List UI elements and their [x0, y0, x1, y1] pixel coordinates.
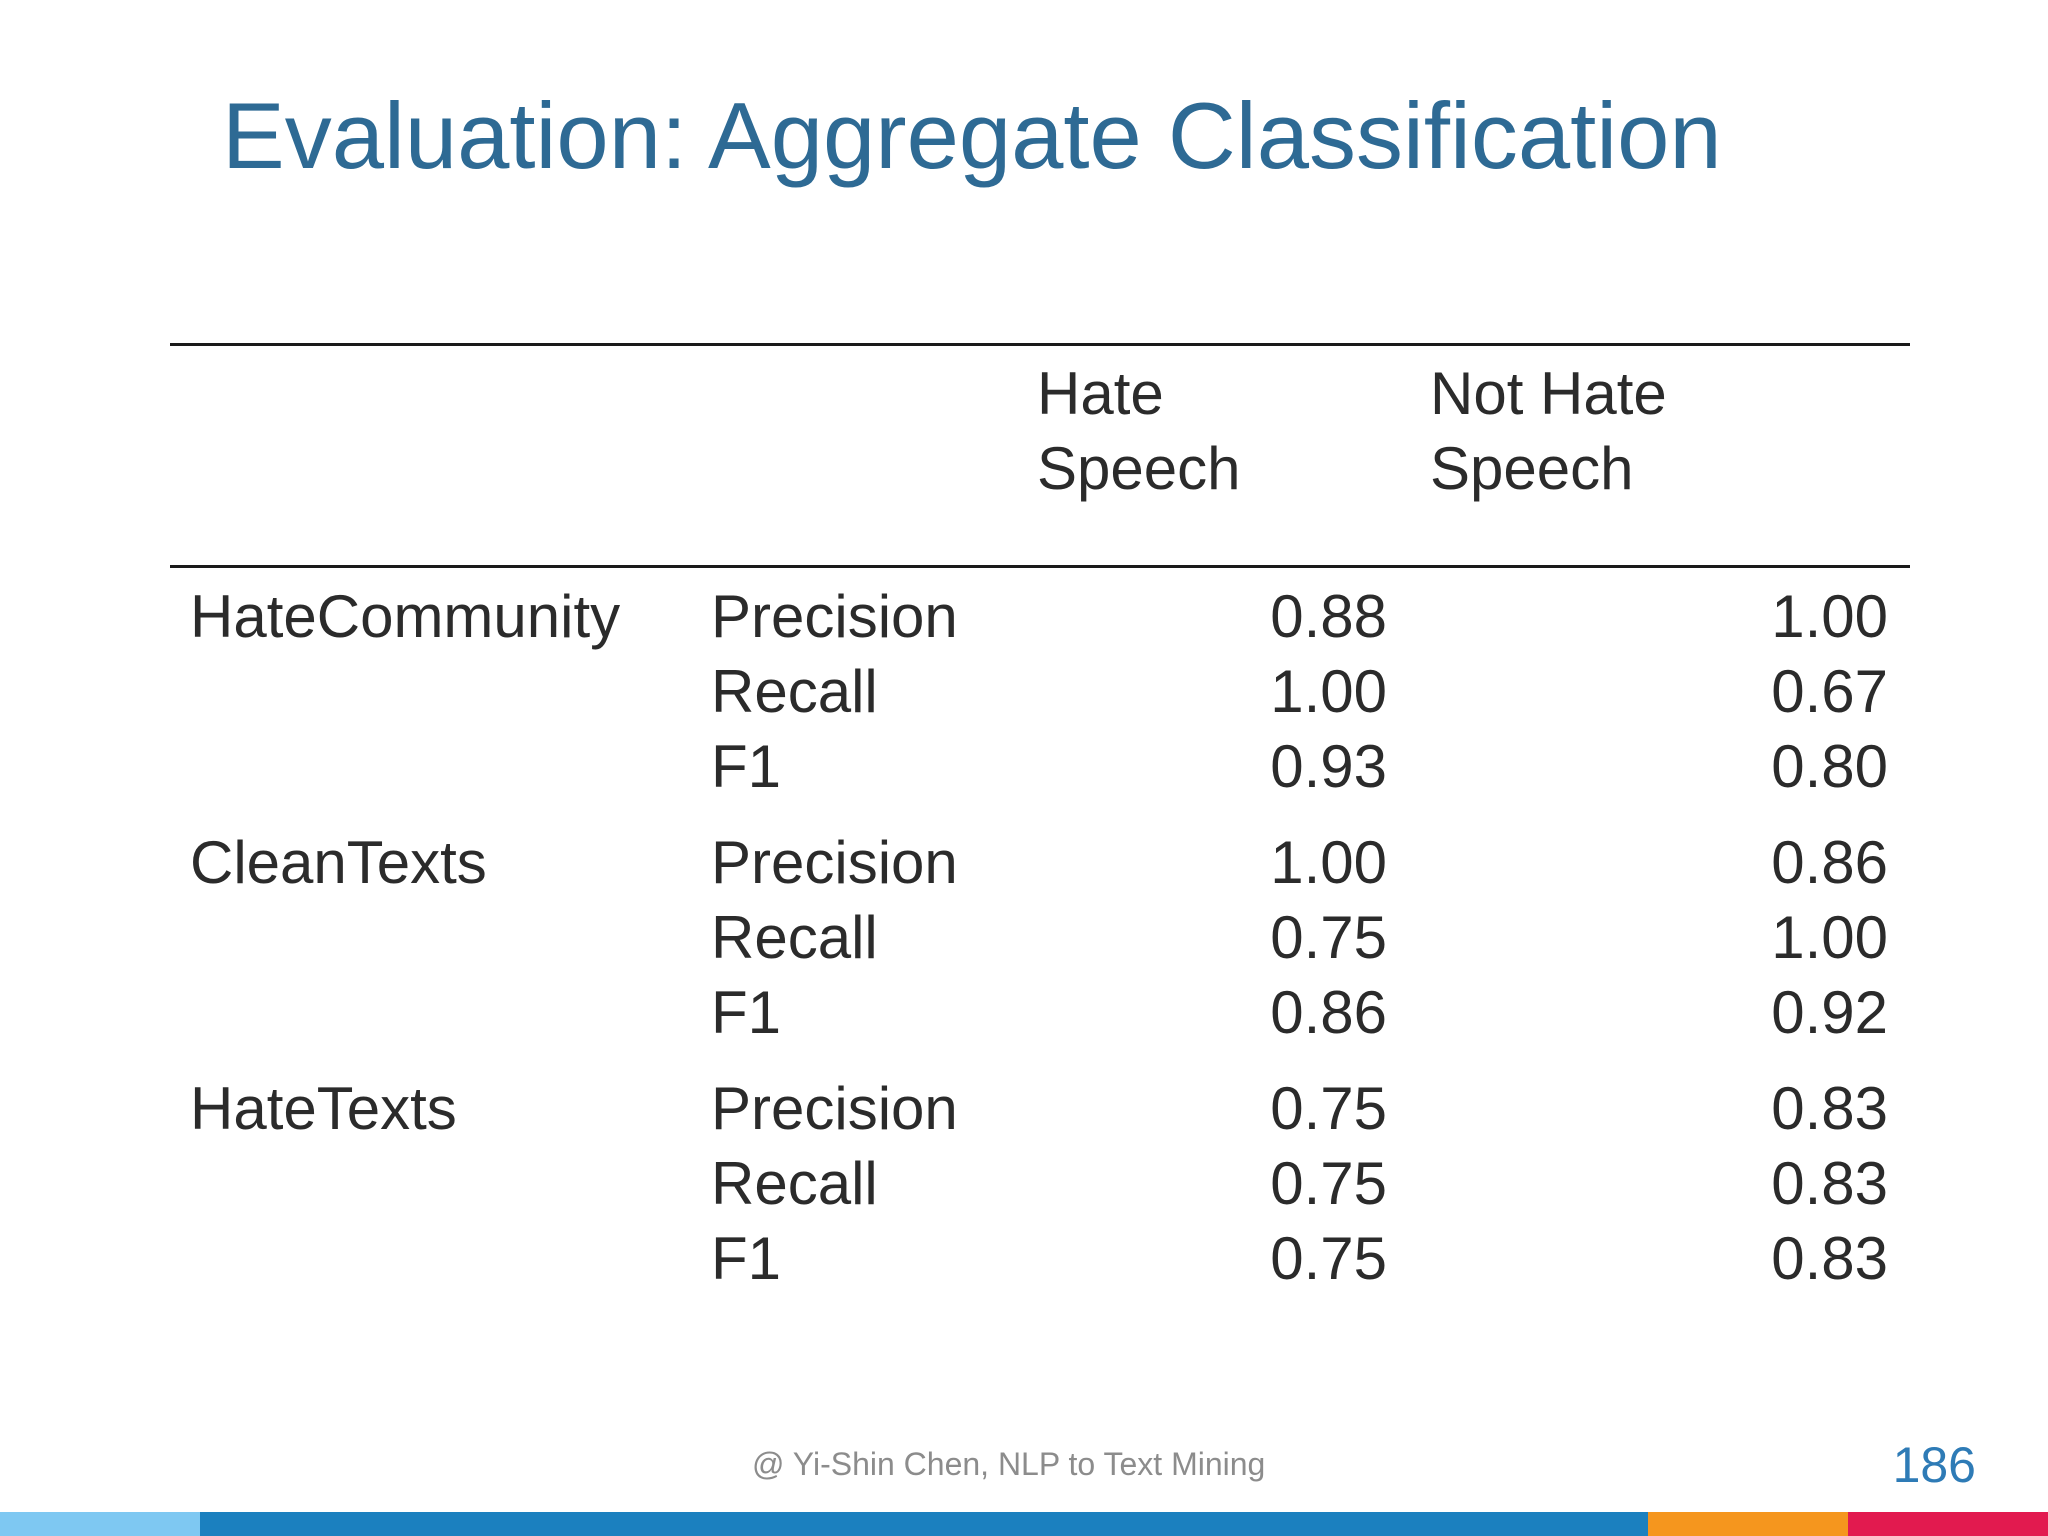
table-row: Recall 0.75 0.83	[0, 1146, 2048, 1221]
bar-segment	[1648, 1512, 1848, 1536]
table-header-rule	[170, 565, 1910, 568]
hate-speech-value: 0.75	[1270, 1150, 1387, 1217]
column-header-line: Speech	[1037, 435, 1241, 502]
table-top-rule	[170, 343, 1910, 346]
metric-name: Precision	[711, 1075, 958, 1142]
hate-speech-value: 0.88	[1270, 583, 1387, 650]
table-row: F1 0.93 0.80	[0, 729, 2048, 804]
column-header-line: Speech	[1430, 435, 1634, 502]
not-hate-speech-value: 0.86	[1771, 829, 1888, 896]
not-hate-speech-value: 0.83	[1771, 1150, 1888, 1217]
table-group-hatecommunity: HateCommunity Precision 0.88 1.00 Recall…	[0, 579, 2048, 804]
hate-speech-value: 0.75	[1270, 1225, 1387, 1292]
metric-name: F1	[711, 1225, 782, 1292]
not-hate-speech-value: 0.67	[1771, 658, 1888, 725]
slide-title: Evaluation: Aggregate Classification	[222, 83, 1722, 188]
not-hate-speech-value: 0.92	[1771, 979, 1888, 1046]
metric-name: Recall	[711, 904, 878, 971]
page-number: 186	[1892, 1437, 1976, 1493]
hate-speech-value: 0.75	[1270, 904, 1387, 971]
not-hate-speech-value: 0.83	[1771, 1225, 1888, 1292]
group-label: CleanTexts	[190, 829, 487, 896]
column-header-hate-speech: Hate Speech	[1037, 356, 1241, 506]
not-hate-speech-value: 1.00	[1771, 583, 1888, 650]
not-hate-speech-value: 1.00	[1771, 904, 1888, 971]
hate-speech-value: 1.00	[1270, 829, 1387, 896]
table-group-cleantexts: CleanTexts Precision 1.00 0.86 Recall 0.…	[0, 825, 2048, 1050]
metric-name: Recall	[711, 1150, 878, 1217]
table-row: Recall 1.00 0.67	[0, 654, 2048, 729]
hate-speech-value: 0.86	[1270, 979, 1387, 1046]
not-hate-speech-value: 0.83	[1771, 1075, 1888, 1142]
hate-speech-value: 0.75	[1270, 1075, 1387, 1142]
bar-segment	[0, 1512, 200, 1536]
bar-segment	[200, 1512, 1648, 1536]
column-header-not-hate-speech: Not Hate Speech	[1430, 356, 1667, 506]
not-hate-speech-value: 0.80	[1771, 733, 1888, 800]
bottom-color-bar	[0, 1512, 2048, 1536]
hate-speech-value: 1.00	[1270, 658, 1387, 725]
table-row: F1 0.75 0.83	[0, 1221, 2048, 1296]
hate-speech-value: 0.93	[1270, 733, 1387, 800]
group-label: HateCommunity	[190, 583, 621, 650]
bar-segment	[1848, 1512, 2048, 1536]
footer-credit: @ Yi-Shin Chen, NLP to Text Mining	[752, 1446, 1266, 1482]
metric-name: Recall	[711, 658, 878, 725]
table-row: Recall 0.75 1.00	[0, 900, 2048, 975]
metric-name: Precision	[711, 583, 958, 650]
table-row: Precision 0.88 1.00	[0, 579, 2048, 654]
table-row: F1 0.86 0.92	[0, 975, 2048, 1050]
metric-name: Precision	[711, 829, 958, 896]
group-label: HateTexts	[190, 1075, 457, 1142]
column-header-line: Hate	[1037, 360, 1164, 427]
metric-name: F1	[711, 979, 782, 1046]
table-row: Precision 1.00 0.86	[0, 825, 2048, 900]
table-group-hatetexts: HateTexts Precision 0.75 0.83 Recall 0.7…	[0, 1071, 2048, 1296]
column-header-line: Not Hate	[1430, 360, 1667, 427]
table-row: Precision 0.75 0.83	[0, 1071, 2048, 1146]
metric-name: F1	[711, 733, 782, 800]
